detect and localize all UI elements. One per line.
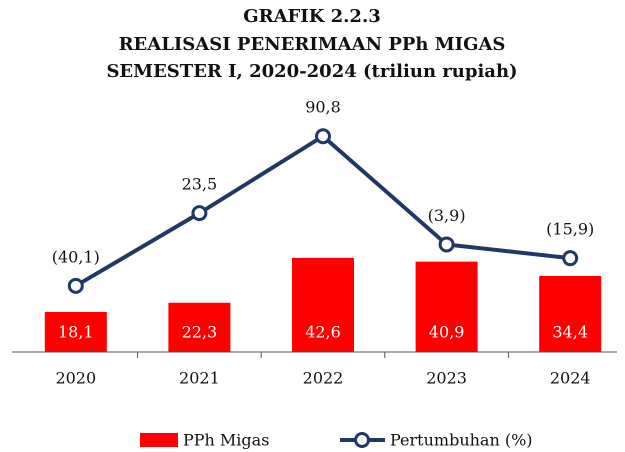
line-marker bbox=[191, 205, 208, 222]
chart-title: REALISASI PENERIMAAN PPh MIGAS bbox=[119, 34, 506, 55]
bar-value-label: 42,6 bbox=[305, 323, 341, 342]
chart-title: GRAFIK 2.2.3 bbox=[243, 6, 381, 27]
line-marker bbox=[562, 250, 579, 267]
x-tick-label: 2022 bbox=[303, 369, 344, 388]
legend-marker bbox=[354, 432, 370, 448]
bar bbox=[415, 261, 478, 352]
bar bbox=[292, 257, 354, 352]
bar bbox=[168, 302, 231, 352]
x-tick-label: 2024 bbox=[550, 369, 591, 388]
line-marker bbox=[315, 128, 331, 145]
chart-title: SEMESTER I, 2020-2024 (triliun rupiah) bbox=[106, 61, 517, 82]
bar-value-label: 22,3 bbox=[182, 323, 218, 342]
x-tick-label: 2023 bbox=[426, 369, 467, 388]
x-tick-label: 2021 bbox=[179, 369, 220, 388]
line-value-label: (3,9) bbox=[428, 206, 466, 225]
line-value-label: 23,5 bbox=[182, 175, 218, 194]
line-marker bbox=[67, 277, 84, 294]
legend-label: PPh Migas bbox=[183, 431, 269, 450]
bar-value-label: 34,4 bbox=[552, 323, 588, 342]
line-marker bbox=[438, 236, 455, 253]
x-tick-label: 2020 bbox=[55, 369, 96, 388]
bar-value-label: 18,1 bbox=[58, 323, 94, 342]
legend-label: Pertumbuhan (%) bbox=[390, 431, 533, 450]
legend-swatch bbox=[140, 433, 178, 447]
bar bbox=[44, 312, 107, 352]
bar-value-label: 40,9 bbox=[429, 323, 465, 342]
bar bbox=[539, 275, 602, 352]
line-value-label: (15,9) bbox=[546, 220, 594, 239]
line-value-label: 90,8 bbox=[305, 98, 341, 117]
line-value-label: (40,1) bbox=[52, 247, 100, 266]
